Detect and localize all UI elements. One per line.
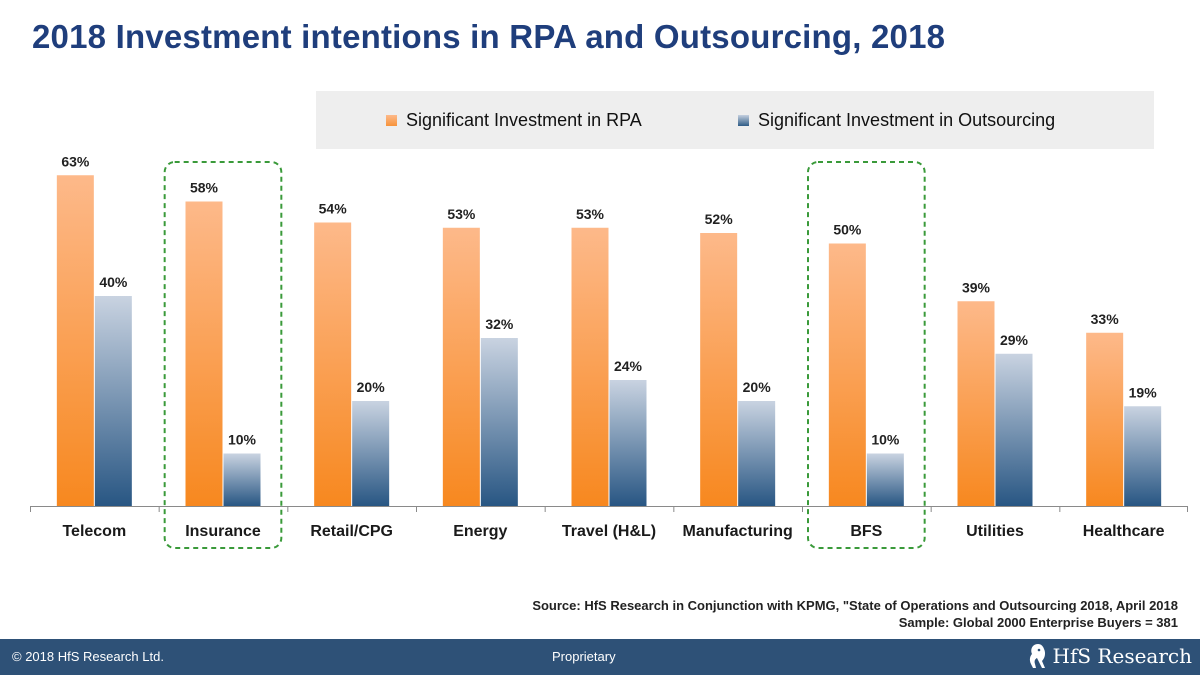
legend-swatch-rpa (386, 114, 397, 126)
x-tick-label: BFS (850, 523, 882, 540)
hfs-logo-text: HfS Research (1052, 644, 1192, 668)
bar-rpa (442, 227, 480, 506)
bar-rpa (56, 175, 94, 506)
hfs-logo-icon (1029, 644, 1045, 668)
data-label: 58% (190, 180, 219, 196)
data-label: 33% (1091, 311, 1120, 327)
highlight-box (807, 161, 926, 549)
bar-rpa (700, 233, 738, 506)
legend-item-outsourcing: Significant Investment in Outsourcing (738, 91, 1055, 149)
legend-label-outsourcing: Significant Investment in Outsourcing (758, 109, 1056, 130)
bar-rpa (957, 301, 995, 506)
x-tick-label: Travel (H&L) (562, 523, 656, 540)
bar-rpa (314, 222, 352, 506)
data-label: 54% (319, 201, 348, 217)
legend-swatch-outsourcing (738, 114, 749, 126)
bar-outsourcing (352, 401, 390, 506)
bar-outsourcing (1124, 406, 1162, 506)
bar-outsourcing (223, 453, 261, 506)
x-tick-label: Healthcare (1083, 523, 1165, 540)
x-tick-label: Manufacturing (683, 523, 793, 540)
legend-label-rpa: Significant Investment in RPA (406, 109, 642, 130)
page-title: 2018 Investment intentions in RPA and Ou… (32, 18, 946, 55)
sample-line: Sample: Global 2000 Enterprise Buyers = … (898, 615, 1178, 630)
data-label: 10% (228, 432, 257, 448)
data-label: 39% (962, 279, 991, 295)
source-note: Source: HfS Research in Conjunction with… (532, 597, 1178, 631)
x-tick-label: Energy (453, 523, 507, 540)
bar-outsourcing (480, 338, 518, 506)
data-label: 52% (705, 211, 734, 227)
bar-rpa (185, 201, 223, 506)
bar-rpa (1086, 332, 1124, 506)
data-label: 29% (1000, 332, 1029, 348)
data-label: 50% (833, 222, 862, 238)
data-label: 24% (614, 358, 643, 374)
bar-outsourcing (94, 296, 132, 506)
hfs-logo: HfS Research (1027, 642, 1192, 670)
data-label: 19% (1129, 384, 1158, 400)
footer-bar: © 2018 HfS Research Ltd. Proprietary HfS… (0, 639, 1200, 675)
bar-outsourcing (995, 353, 1033, 506)
data-label: 53% (576, 206, 605, 222)
bar-rpa (828, 243, 866, 506)
source-line: Source: HfS Research in Conjunction with… (532, 598, 1178, 613)
highlight-box (163, 161, 283, 549)
x-tick-label: Insurance (185, 523, 261, 540)
chart-legend: Significant Investment in RPA Significan… (316, 91, 1154, 149)
data-label: 20% (743, 379, 772, 395)
x-tick-label: Telecom (62, 523, 126, 540)
data-label: 32% (485, 316, 514, 332)
footer-copyright: © 2018 HfS Research Ltd. (12, 649, 164, 664)
legend-item-rpa: Significant Investment in RPA (386, 91, 642, 149)
bar-chart: 63% 40% Telecom 58% 10% Insurance 54% 20% Retail… (30, 153, 1188, 549)
data-label: 20% (357, 379, 386, 395)
x-tick-label: Retail/CPG (310, 523, 393, 540)
data-label: 10% (871, 432, 900, 448)
footer-proprietary: Proprietary (552, 649, 616, 664)
data-label: 53% (447, 206, 476, 222)
x-tick-label: Utilities (966, 523, 1024, 540)
bar-outsourcing (609, 380, 647, 506)
data-label: 63% (61, 153, 90, 169)
bar-outsourcing (866, 453, 904, 506)
data-label: 40% (99, 274, 128, 290)
bar-rpa (571, 227, 609, 506)
bar-outsourcing (738, 401, 776, 506)
